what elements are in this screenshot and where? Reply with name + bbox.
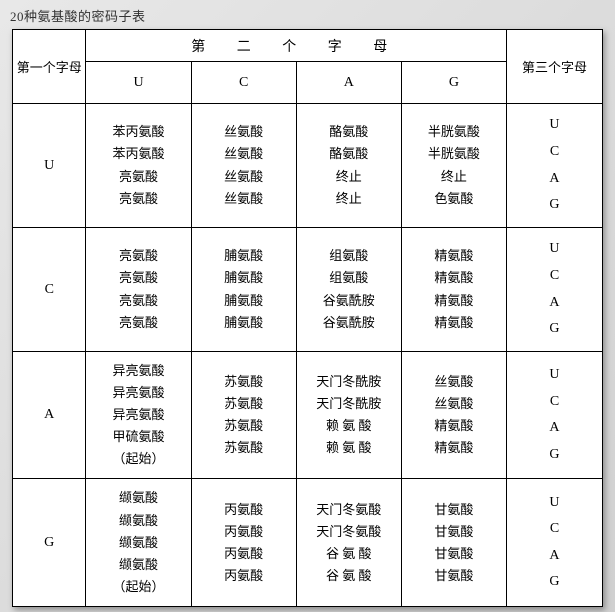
cell-g-g: 甘氨酸甘氨酸甘氨酸甘氨酸 bbox=[401, 479, 506, 606]
cell-g-c: 丙氨酸丙氨酸丙氨酸丙氨酸 bbox=[191, 479, 296, 606]
table-title: 20种氨基酸的密码子表 bbox=[4, 4, 611, 29]
cell-c-c: 脯氨酸脯氨酸脯氨酸脯氨酸 bbox=[191, 228, 296, 352]
cell-a-g: 丝氨酸丝氨酸精氨酸精氨酸 bbox=[401, 352, 506, 479]
canvas: { "colors": { "bg_grad_from": "#e8e8e8",… bbox=[0, 0, 615, 612]
header-sub-u: U bbox=[86, 62, 191, 104]
row-first-u: U bbox=[13, 104, 86, 228]
header-third-letter: 第三个字母 bbox=[506, 30, 602, 104]
cell-a-c: 苏氨酸苏氨酸苏氨酸苏氨酸 bbox=[191, 352, 296, 479]
row-first-c: C bbox=[13, 228, 86, 352]
cell-g-a: 天门冬氨酸天门冬氨酸谷 氨 酸谷 氨 酸 bbox=[296, 479, 401, 606]
table-row: U 苯丙氨酸苯丙氨酸亮氨酸亮氨酸 丝氨酸丝氨酸丝氨酸丝氨酸 酪氨酸酪氨酸终止终止… bbox=[13, 104, 603, 228]
cell-u-a: 酪氨酸酪氨酸终止终止 bbox=[296, 104, 401, 228]
table-wrapper: 第一个字母 第 二 个 字 母 第三个字母 U C A G U 苯丙氨酸苯丙氨酸… bbox=[12, 29, 603, 607]
table-row: C 亮氨酸亮氨酸亮氨酸亮氨酸 脯氨酸脯氨酸脯氨酸脯氨酸 组氨酸组氨酸谷氨酰胺谷氨… bbox=[13, 228, 603, 352]
header-sub-c: C bbox=[191, 62, 296, 104]
table-row: G 缬氨酸缬氨酸缬氨酸缬氨酸（起始） 丙氨酸丙氨酸丙氨酸丙氨酸 天门冬氨酸天门冬… bbox=[13, 479, 603, 606]
table-row: A 异亮氨酸异亮氨酸异亮氨酸甲硫氨酸（起始） 苏氨酸苏氨酸苏氨酸苏氨酸 天门冬酰… bbox=[13, 352, 603, 479]
third-col: UCAG bbox=[506, 104, 602, 228]
third-col: UCAG bbox=[506, 352, 602, 479]
cell-u-g: 半胱氨酸半胱氨酸终止色氨酸 bbox=[401, 104, 506, 228]
row-first-a: A bbox=[13, 352, 86, 479]
cell-a-u: 异亮氨酸异亮氨酸异亮氨酸甲硫氨酸（起始） bbox=[86, 352, 191, 479]
third-col: UCAG bbox=[506, 228, 602, 352]
cell-c-a: 组氨酸组氨酸谷氨酰胺谷氨酰胺 bbox=[296, 228, 401, 352]
header-sub-a: A bbox=[296, 62, 401, 104]
cell-g-u: 缬氨酸缬氨酸缬氨酸缬氨酸（起始） bbox=[86, 479, 191, 606]
cell-a-a: 天门冬酰胺天门冬酰胺赖 氨 酸赖 氨 酸 bbox=[296, 352, 401, 479]
header-first-letter: 第一个字母 bbox=[13, 30, 86, 104]
codon-table: 第一个字母 第 二 个 字 母 第三个字母 U C A G U 苯丙氨酸苯丙氨酸… bbox=[12, 29, 603, 607]
cell-u-c: 丝氨酸丝氨酸丝氨酸丝氨酸 bbox=[191, 104, 296, 228]
header-sub-g: G bbox=[401, 62, 506, 104]
header-second-letter: 第 二 个 字 母 bbox=[86, 30, 507, 62]
third-col: UCAG bbox=[506, 479, 602, 606]
cell-u-u: 苯丙氨酸苯丙氨酸亮氨酸亮氨酸 bbox=[86, 104, 191, 228]
cell-c-g: 精氨酸精氨酸精氨酸精氨酸 bbox=[401, 228, 506, 352]
cell-c-u: 亮氨酸亮氨酸亮氨酸亮氨酸 bbox=[86, 228, 191, 352]
row-first-g: G bbox=[13, 479, 86, 606]
